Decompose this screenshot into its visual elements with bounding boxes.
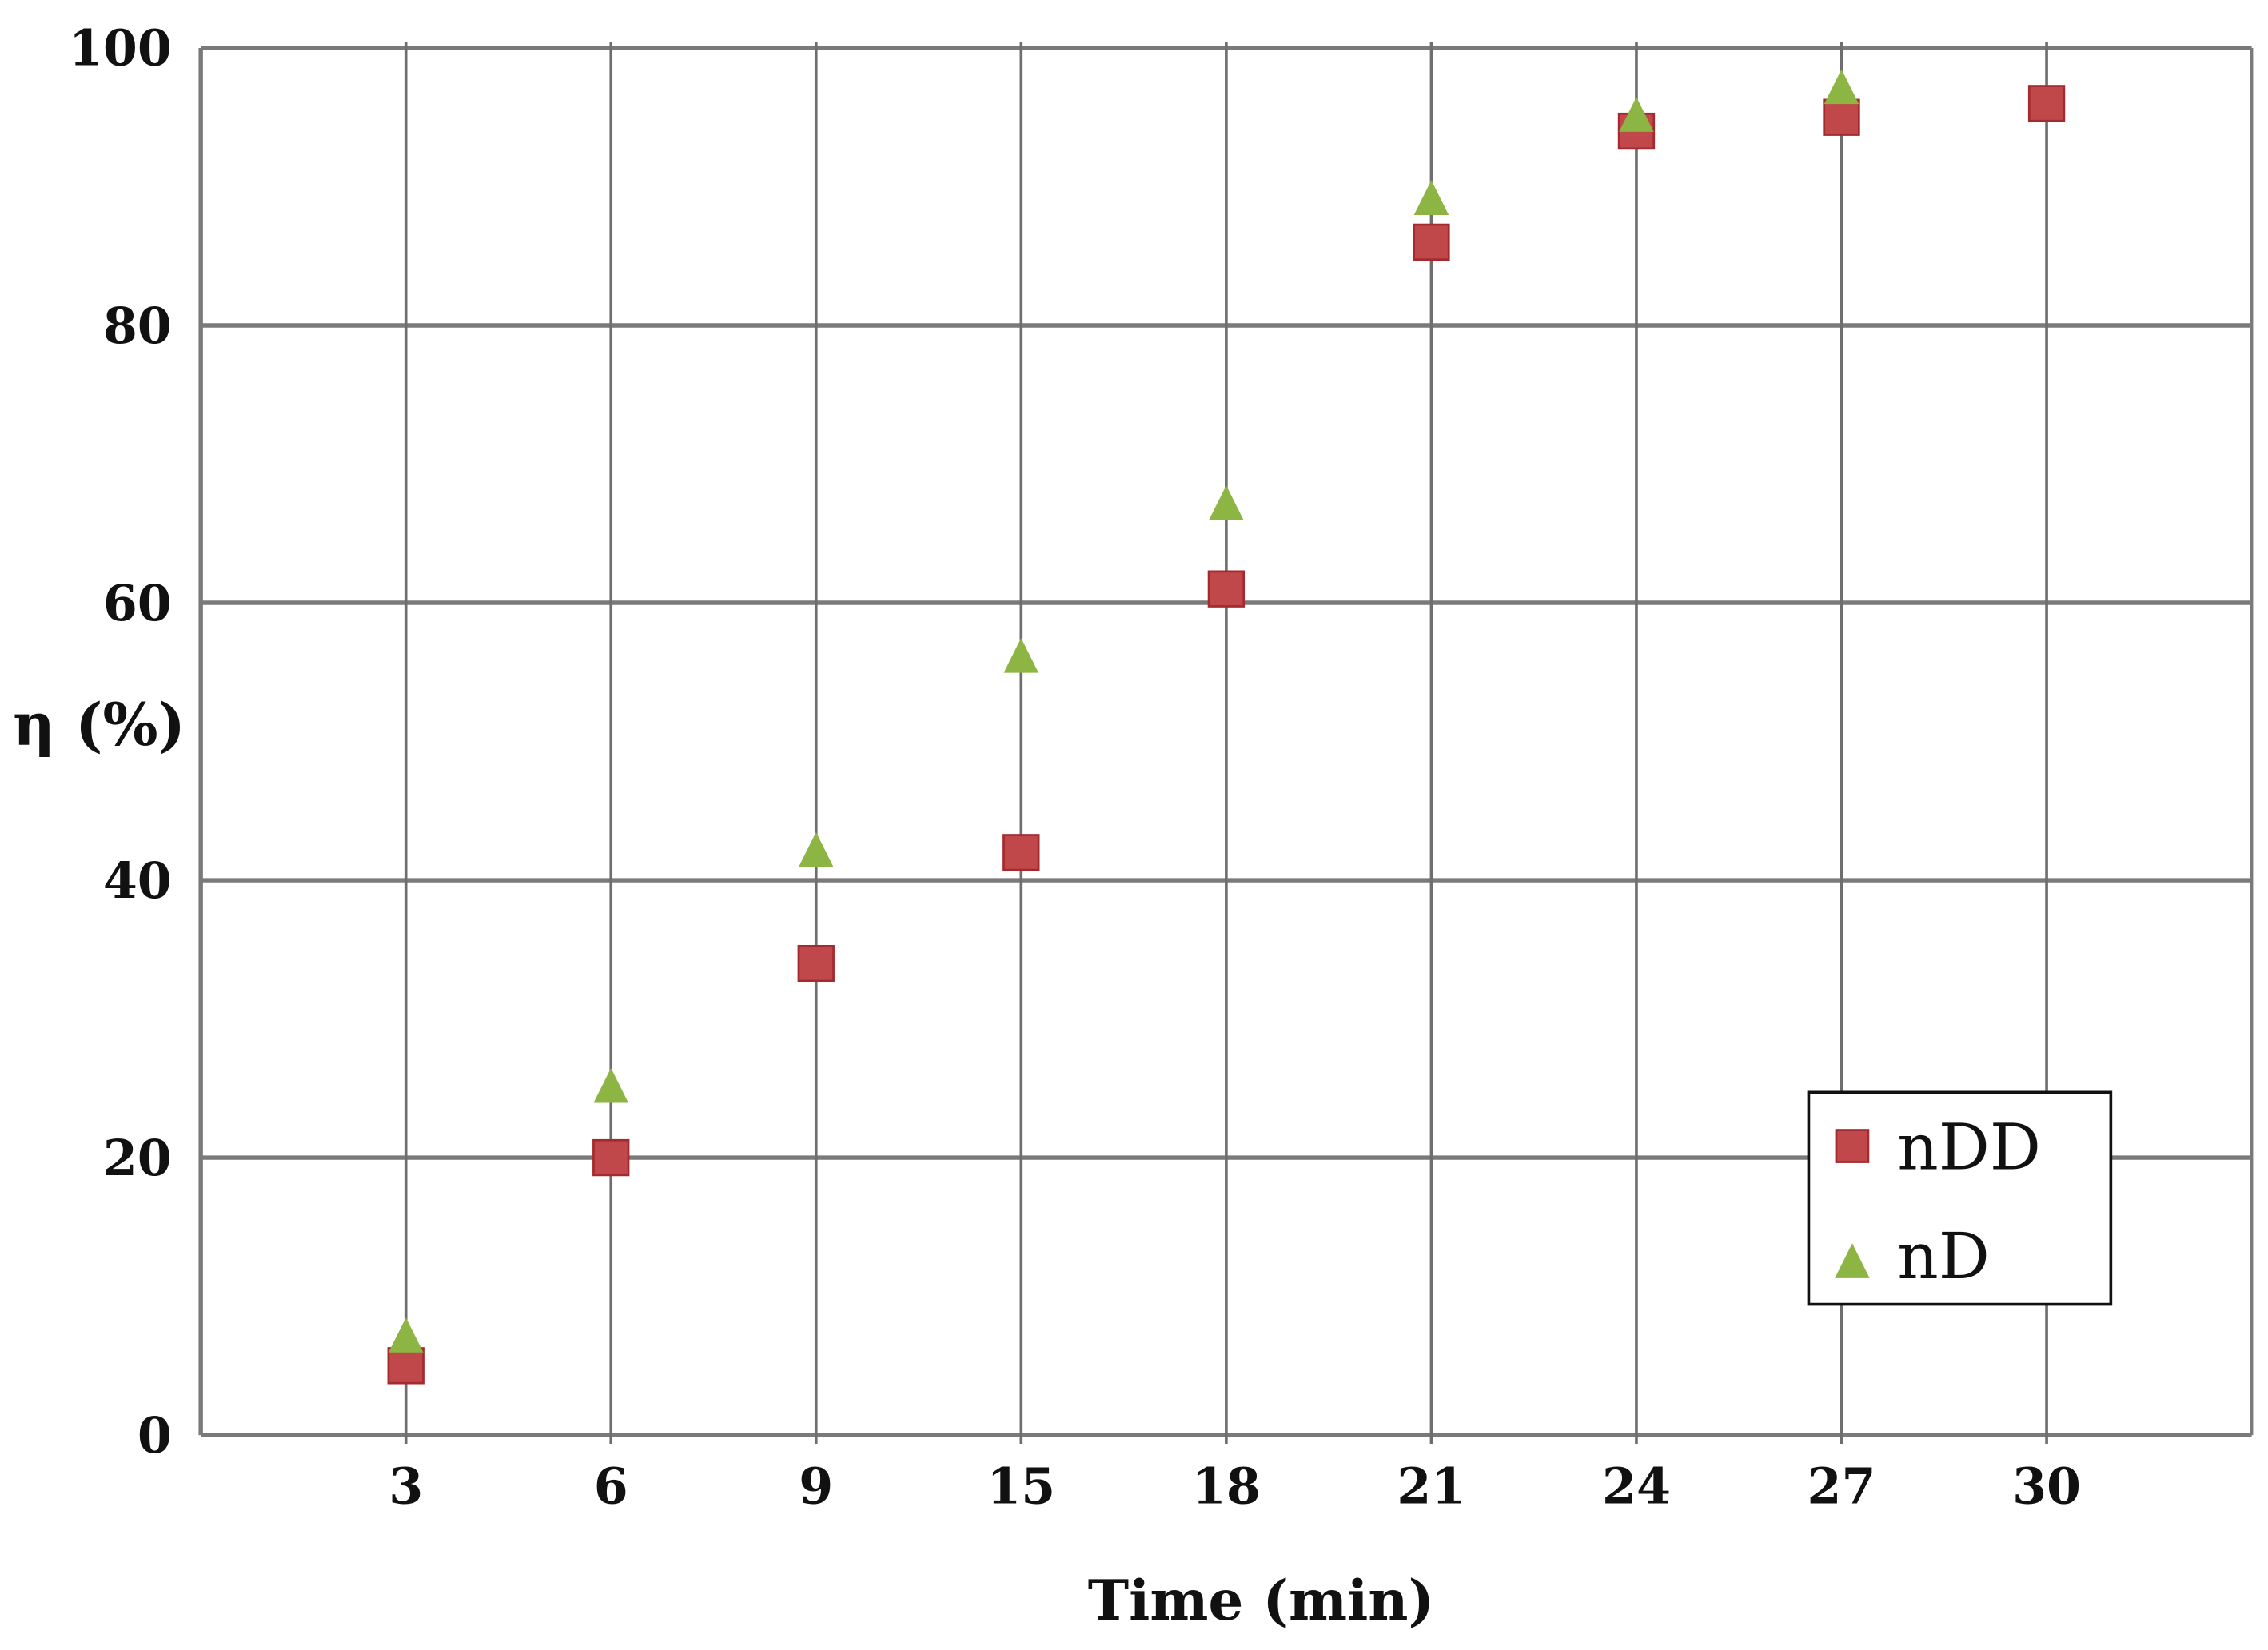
legend: nDD nD	[1807, 1090, 2113, 1306]
x-tick-label: 6	[594, 1457, 628, 1515]
legend-label-nDD: nDD	[1897, 1110, 2041, 1185]
y-tick-label: 80	[103, 297, 172, 355]
y-tick-label: 20	[103, 1129, 172, 1187]
point-nD	[798, 831, 834, 867]
x-tick-label: 9	[799, 1457, 833, 1515]
legend-marker-nDD	[1835, 1129, 1870, 1163]
legend-label-nD: nD	[1897, 1219, 1990, 1293]
point-nD	[1619, 97, 1654, 132]
point-nD	[1413, 180, 1449, 215]
point-nD	[593, 1067, 629, 1103]
y-tick-label: 40	[103, 851, 172, 910]
data-points	[387, 69, 2066, 1385]
point-nDD	[1823, 98, 1860, 136]
point-nDD	[797, 944, 835, 982]
point-nDD	[1207, 570, 1246, 608]
x-tick-label: 15	[987, 1457, 1055, 1515]
x-tick-labels: 3 6 9 15 18 21 24 27 30	[389, 1457, 2081, 1515]
x-tick-label: 3	[389, 1457, 423, 1515]
point-nD	[1824, 69, 1859, 105]
y-tick-label: 100	[69, 19, 172, 78]
y-axis-label: η (%)	[13, 691, 185, 759]
point-nD	[388, 1317, 424, 1353]
legend-marker-nD	[1835, 1243, 1870, 1278]
point-nD	[1003, 637, 1039, 673]
y-tick-label: 60	[103, 574, 172, 632]
point-nDD	[2027, 85, 2066, 122]
x-axis-label: Time (min)	[1088, 1568, 1434, 1633]
point-nDD	[387, 1347, 425, 1385]
x-tick-label: 27	[1808, 1457, 1876, 1515]
y-tick-labels: 0 20 40 60 80 100	[69, 19, 172, 1465]
point-nDD	[592, 1138, 630, 1177]
point-nDD	[1413, 223, 1450, 261]
point-nD	[1209, 485, 1244, 520]
point-nDD	[1002, 834, 1040, 871]
x-tick-label: 18	[1192, 1457, 1261, 1515]
x-tick-label: 30	[2012, 1457, 2081, 1515]
grid	[198, 42, 2254, 1444]
y-tick-label: 0	[138, 1406, 172, 1465]
x-tick-label: 24	[1602, 1457, 1671, 1515]
x-tick-label: 21	[1397, 1457, 1465, 1515]
